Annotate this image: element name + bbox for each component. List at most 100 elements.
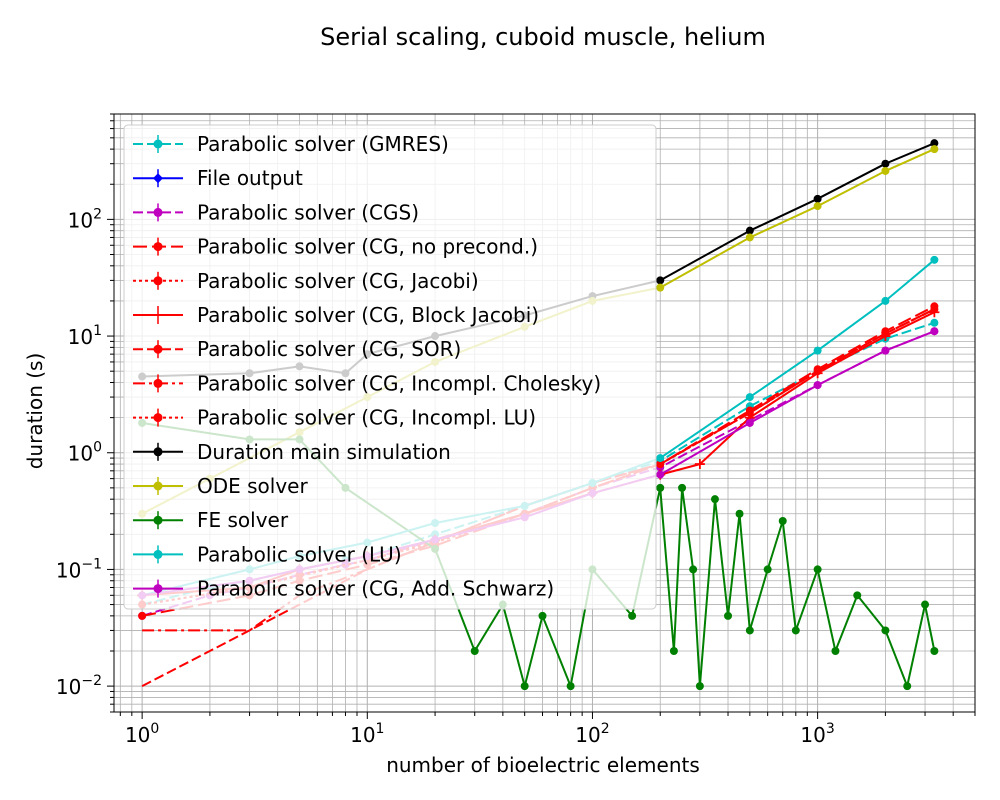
legend-label: Parabolic solver (GMRES) [197, 132, 449, 156]
data-point [813, 346, 822, 355]
y-tick-label: 100 [68, 440, 102, 466]
legend-entry: FE solver [133, 508, 289, 532]
legend-label: Parabolic solver (CG, Incompl. Cholesky) [197, 371, 601, 395]
data-point [930, 327, 939, 336]
data-point [656, 454, 665, 463]
data-point [656, 276, 665, 285]
legend-label: ODE solver [197, 474, 308, 498]
data-point [813, 194, 822, 203]
legend-entry: ODE solver [133, 474, 308, 498]
data-point [745, 626, 754, 635]
data-point [520, 682, 529, 691]
data-point [881, 296, 890, 305]
legend-marker [153, 242, 163, 252]
data-point [745, 393, 754, 402]
legend-label: Parabolic solver (LU) [197, 542, 402, 566]
data-point [903, 682, 912, 691]
legend-label: File output [197, 166, 303, 190]
legend-entry: Parabolic solver (CG, no precond.) [133, 235, 538, 259]
data-point [695, 682, 704, 691]
legend-marker [153, 515, 163, 525]
legend-entry: Parabolic solver (LU) [133, 542, 402, 566]
legend: Parabolic solver (GMRES) File output Parab… [123, 124, 657, 610]
data-point [710, 495, 719, 504]
legend-marker [153, 549, 163, 559]
legend-entry: Parabolic solver (CG, Incompl. Cholesky) [133, 371, 601, 395]
legend-box [123, 124, 657, 610]
legend-label: Parabolic solver (CG, Incompl. LU) [197, 406, 536, 430]
data-point [745, 226, 754, 235]
data-point [881, 159, 890, 168]
legend-marker [153, 207, 163, 217]
legend-marker [153, 276, 163, 286]
x-tick-label: 103 [800, 721, 834, 747]
legend-entry: Parabolic solver (CG, SOR) [133, 337, 461, 361]
data-point [853, 591, 862, 600]
legend-label: Parabolic solver (CG, Jacobi) [197, 269, 479, 293]
legend-label: Parabolic solver (CGS) [197, 200, 419, 224]
y-tick-label: 102 [68, 206, 102, 232]
legend-entry: Parabolic solver (CG, Block Jacobi) [133, 303, 539, 327]
legend-marker [153, 378, 163, 388]
data-point [138, 611, 147, 620]
data-point [778, 517, 787, 526]
data-point [745, 418, 754, 427]
data-point [470, 646, 479, 655]
data-point [930, 255, 939, 264]
data-point [678, 483, 687, 492]
legend-label: Parabolic solver (CG, Block Jacobi) [197, 303, 539, 327]
data-point [930, 318, 939, 327]
legend-entry: Duration main simulation [133, 440, 451, 464]
legend-marker [153, 413, 163, 423]
data-point [566, 682, 575, 691]
data-point [694, 459, 705, 470]
plot-frame [113, 113, 976, 713]
chart-title: Serial scaling, cuboid muscle, helium [320, 23, 766, 51]
legend-entry: Parabolic solver (CG, Incompl. LU) [133, 406, 536, 430]
data-point [881, 626, 890, 635]
legend-marker [153, 447, 163, 457]
data-point [813, 202, 822, 211]
data-point [881, 166, 890, 175]
data-point [656, 483, 665, 492]
data-point [735, 509, 744, 518]
data-point [628, 611, 637, 620]
data-point [656, 283, 665, 292]
legend-entry: Parabolic solver (CG, Jacobi) [133, 269, 479, 293]
legend-marker [153, 584, 163, 594]
legend-marker [153, 344, 163, 354]
data-point [763, 565, 772, 574]
data-point [745, 233, 754, 242]
legend-marker [153, 481, 163, 491]
data-point [724, 611, 733, 620]
data-point [921, 600, 930, 609]
legend-entry: Parabolic solver (CG, Add. Schwarz) [133, 577, 554, 601]
legend-label: Parabolic solver (CG, no precond.) [197, 235, 538, 259]
legend-label: Duration main simulation [197, 440, 451, 464]
data-point [813, 381, 822, 390]
data-point [538, 611, 547, 620]
data-point [656, 470, 665, 479]
data-point [930, 646, 939, 655]
data-point [669, 646, 678, 655]
legend-marker [153, 173, 163, 184]
legend-label: FE solver [197, 508, 289, 532]
x-tick-label: 100 [125, 721, 159, 747]
data-point [881, 346, 890, 355]
y-tick-label: 10−2 [56, 673, 102, 699]
data-point [930, 139, 939, 148]
data-point [930, 145, 939, 154]
legend-label: Parabolic solver (CG, Add. Schwarz) [197, 577, 554, 601]
data-point [929, 307, 940, 318]
y-tick-label: 10−1 [56, 556, 102, 582]
data-point [791, 626, 800, 635]
x-tick-label: 101 [350, 721, 384, 747]
legend-entry: Parabolic solver (CGS) [133, 200, 419, 224]
legend-entry: Parabolic solver (GMRES) [133, 132, 449, 156]
legend-marker [153, 139, 163, 149]
legend-label: Parabolic solver (CG, SOR) [197, 337, 461, 361]
data-point [689, 565, 698, 574]
y-axis-label: duration (s) [23, 353, 47, 470]
x-tick-label: 102 [575, 721, 609, 747]
